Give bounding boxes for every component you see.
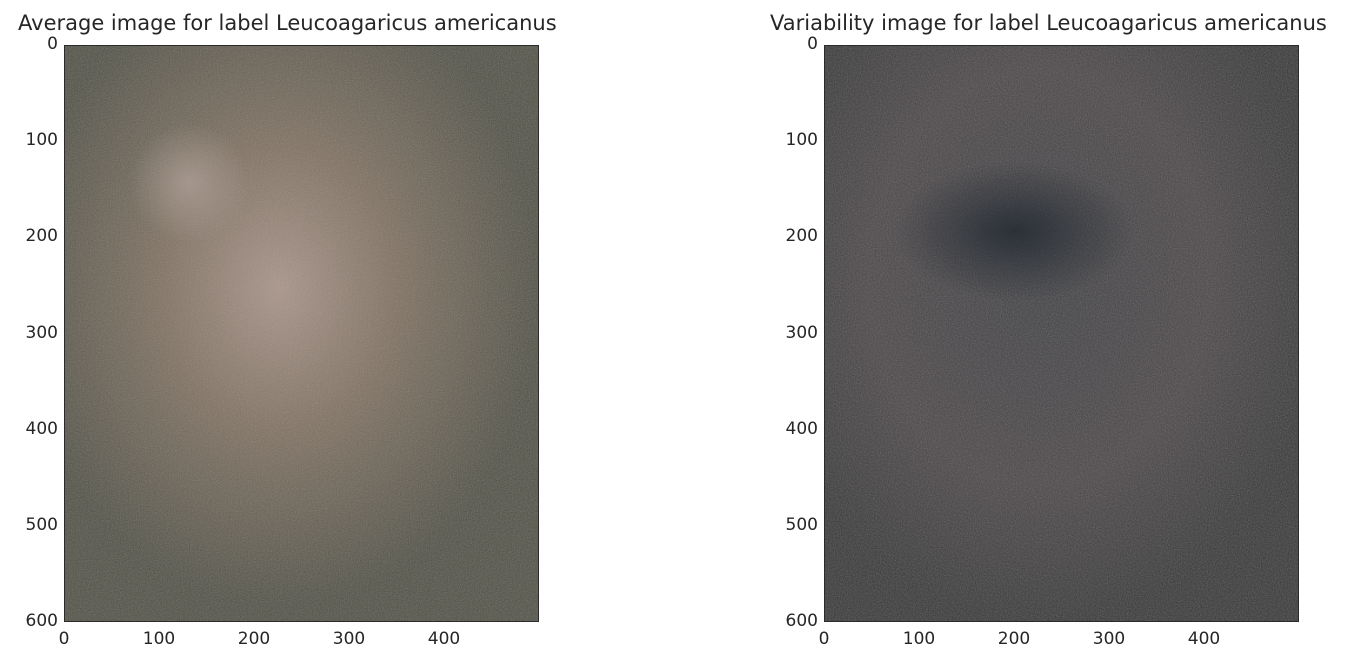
average-y-tick-label: 100: [25, 130, 58, 151]
average-image-highlight: [105, 111, 345, 351]
average-image: [64, 45, 539, 622]
average-panel-title: Average image for label Leucoagaricus am…: [18, 11, 557, 35]
variability-image: [824, 45, 1299, 622]
average-x-tick-label: 0: [58, 629, 70, 649]
variability-y-tick-label: 300: [785, 322, 818, 343]
variability-image-fill: [825, 46, 1298, 621]
variability-y-tick-label: 100: [785, 130, 818, 151]
average-x-tick-label: 300: [332, 629, 366, 649]
average-image-fill: [65, 46, 538, 621]
average-y-tick-label: 400: [25, 418, 58, 439]
variability-x-tick-label: 400: [1187, 629, 1221, 649]
variability-image-svg: [825, 46, 1298, 621]
average-y-tick-label: 600: [25, 611, 58, 631]
variability-x-tick-label: 300: [1092, 629, 1126, 649]
variability-y-tick-label: 400: [785, 418, 818, 439]
average-x-tick-label: 100: [142, 629, 176, 649]
variability-x-tick-label: 200: [997, 629, 1031, 649]
variability-x-tick-label: 100: [902, 629, 936, 649]
variability-x-tick-label: 0: [818, 629, 830, 649]
average-y-tick-label: 0: [47, 34, 58, 54]
variability-y-tick-label: 500: [785, 514, 818, 535]
average-x-tick-label: 200: [237, 629, 271, 649]
variability-panel-title: Variability image for label Leucoagaricu…: [770, 11, 1327, 35]
variability-y-tick-label: 0: [807, 34, 818, 54]
average-y-tick-label: 500: [25, 514, 58, 535]
average-y-tick-label: 200: [25, 226, 58, 247]
average-image-svg: [65, 46, 538, 621]
average-y-tick-label: 300: [25, 322, 58, 343]
average-x-tick-label: 400: [427, 629, 461, 649]
variability-image-dark-spot: [895, 161, 1135, 301]
variability-y-tick-label: 600: [785, 611, 818, 631]
variability-y-tick-label: 200: [785, 226, 818, 247]
